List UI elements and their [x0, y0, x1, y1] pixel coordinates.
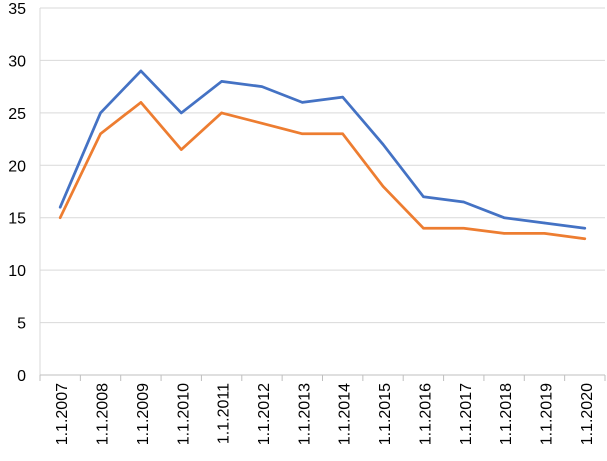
- x-tick-label: 1.1.2010: [175, 383, 192, 445]
- x-tick-label: 1.1.2017: [458, 383, 475, 445]
- y-tick-label: 5: [17, 316, 26, 333]
- series-1-point: [341, 95, 344, 99]
- series-2-point: [543, 232, 546, 235]
- y-axis-ticks: 0 5 10 15 20 25 30 35: [8, 1, 26, 385]
- x-axis-ticks: 1.1.2007 1.1.2008 1.1.2009 1.1.2010 1.1.2011…: [54, 383, 596, 445]
- series-1-point: [220, 80, 223, 83]
- x-tick-label: 1.1.2011: [216, 383, 233, 444]
- series-2-point: [341, 132, 344, 136]
- series-2-point: [583, 237, 587, 240]
- series-1-point: [99, 111, 102, 115]
- x-tick-label: 1.1.2016: [417, 383, 434, 445]
- x-tick-label: 1.1.2013: [296, 383, 313, 445]
- axes: [39, 8, 606, 381]
- x-tick-label: 1.1.2014: [337, 383, 354, 445]
- series-1-point: [381, 143, 385, 146]
- y-tick-label: 15: [8, 211, 26, 228]
- series-2-point: [58, 216, 62, 219]
- x-tick-label: 1.1.2018: [498, 383, 515, 445]
- series-1-point: [58, 206, 62, 209]
- series-2-point: [99, 132, 102, 136]
- series-2-point: [180, 148, 183, 151]
- x-tick-label: 1.1.2007: [54, 383, 71, 445]
- x-tick-label: 1.1.2020: [579, 383, 596, 445]
- series-2-point: [462, 227, 465, 230]
- series-1-point: [583, 227, 587, 230]
- x-tick-label: 1.1.2015: [377, 383, 394, 445]
- series-1-point: [422, 195, 425, 198]
- series-1-point: [543, 221, 546, 225]
- series-2-point: [139, 101, 143, 104]
- y-tick-label: 30: [8, 53, 26, 70]
- series-1-point: [139, 69, 143, 73]
- series-line-1: [58, 69, 587, 230]
- series-2-point: [260, 122, 264, 125]
- y-tick-label: 10: [8, 263, 26, 280]
- y-tick-label: 25: [8, 106, 26, 123]
- series-lines: [58, 69, 587, 241]
- series-2-point: [381, 185, 385, 188]
- series-2-point: [220, 111, 223, 115]
- y-tick-label: 0: [17, 368, 26, 385]
- series-2-point: [422, 227, 425, 230]
- x-tick-label: 1.1.2019: [538, 383, 555, 445]
- series-1-point: [502, 216, 506, 219]
- x-tick-label: 1.1.2009: [135, 383, 152, 445]
- series-2-point: [502, 232, 506, 235]
- series-1-point: [260, 85, 264, 88]
- gridlines: [40, 7, 605, 324]
- series-line-2: [58, 101, 587, 241]
- x-tick-label: 1.1.2012: [256, 383, 273, 445]
- y-tick-label: 35: [8, 1, 26, 18]
- series-2-point: [301, 132, 304, 136]
- series-1-point: [462, 200, 465, 204]
- y-tick-label: 20: [8, 158, 26, 175]
- series-1-point: [180, 111, 183, 115]
- x-tick-label: 1.1.2008: [95, 383, 112, 445]
- series-1-point: [301, 101, 304, 104]
